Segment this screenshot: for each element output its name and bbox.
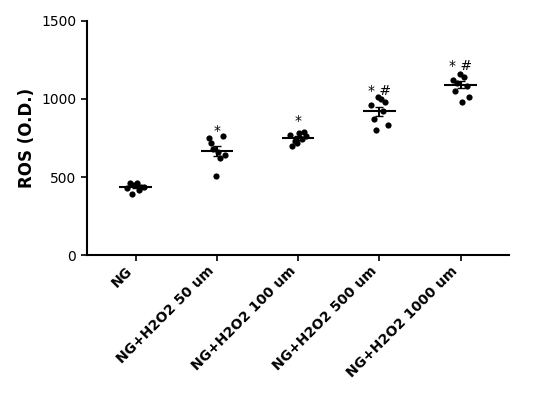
Point: [130, 182, 139, 188]
Text: * #: * #: [449, 59, 472, 73]
Point: [134, 187, 143, 194]
Point: [218, 133, 227, 140]
Point: [132, 179, 141, 186]
Point: [376, 96, 385, 102]
Text: *: *: [295, 114, 301, 128]
Point: [209, 146, 218, 152]
Point: [448, 77, 457, 83]
Point: [204, 135, 213, 141]
Point: [381, 99, 390, 105]
Point: [302, 133, 311, 140]
Text: * #: * #: [368, 84, 391, 98]
Point: [128, 191, 137, 198]
Point: [372, 127, 380, 133]
Point: [383, 122, 392, 129]
Point: [460, 74, 468, 80]
Point: [214, 149, 222, 155]
Point: [455, 70, 464, 77]
Point: [137, 183, 146, 190]
Point: [288, 143, 296, 149]
Point: [464, 94, 473, 101]
Point: [300, 129, 308, 135]
Point: [293, 139, 301, 146]
Point: [211, 172, 220, 179]
Point: [453, 80, 462, 87]
Point: [207, 139, 215, 146]
Point: [295, 130, 304, 137]
Point: [457, 99, 466, 105]
Point: [286, 131, 294, 138]
Point: [450, 88, 459, 94]
Point: [125, 180, 134, 187]
Point: [221, 152, 229, 159]
Point: [369, 116, 378, 122]
Point: [374, 94, 383, 101]
Point: [297, 136, 306, 142]
Point: [367, 102, 376, 108]
Point: [123, 185, 132, 192]
Point: [291, 138, 299, 145]
Point: [216, 155, 224, 162]
Point: [462, 83, 471, 90]
Text: *: *: [214, 124, 220, 138]
Point: [139, 184, 148, 191]
Point: [378, 108, 387, 115]
Y-axis label: ROS (O.D.): ROS (O.D.): [18, 88, 36, 188]
